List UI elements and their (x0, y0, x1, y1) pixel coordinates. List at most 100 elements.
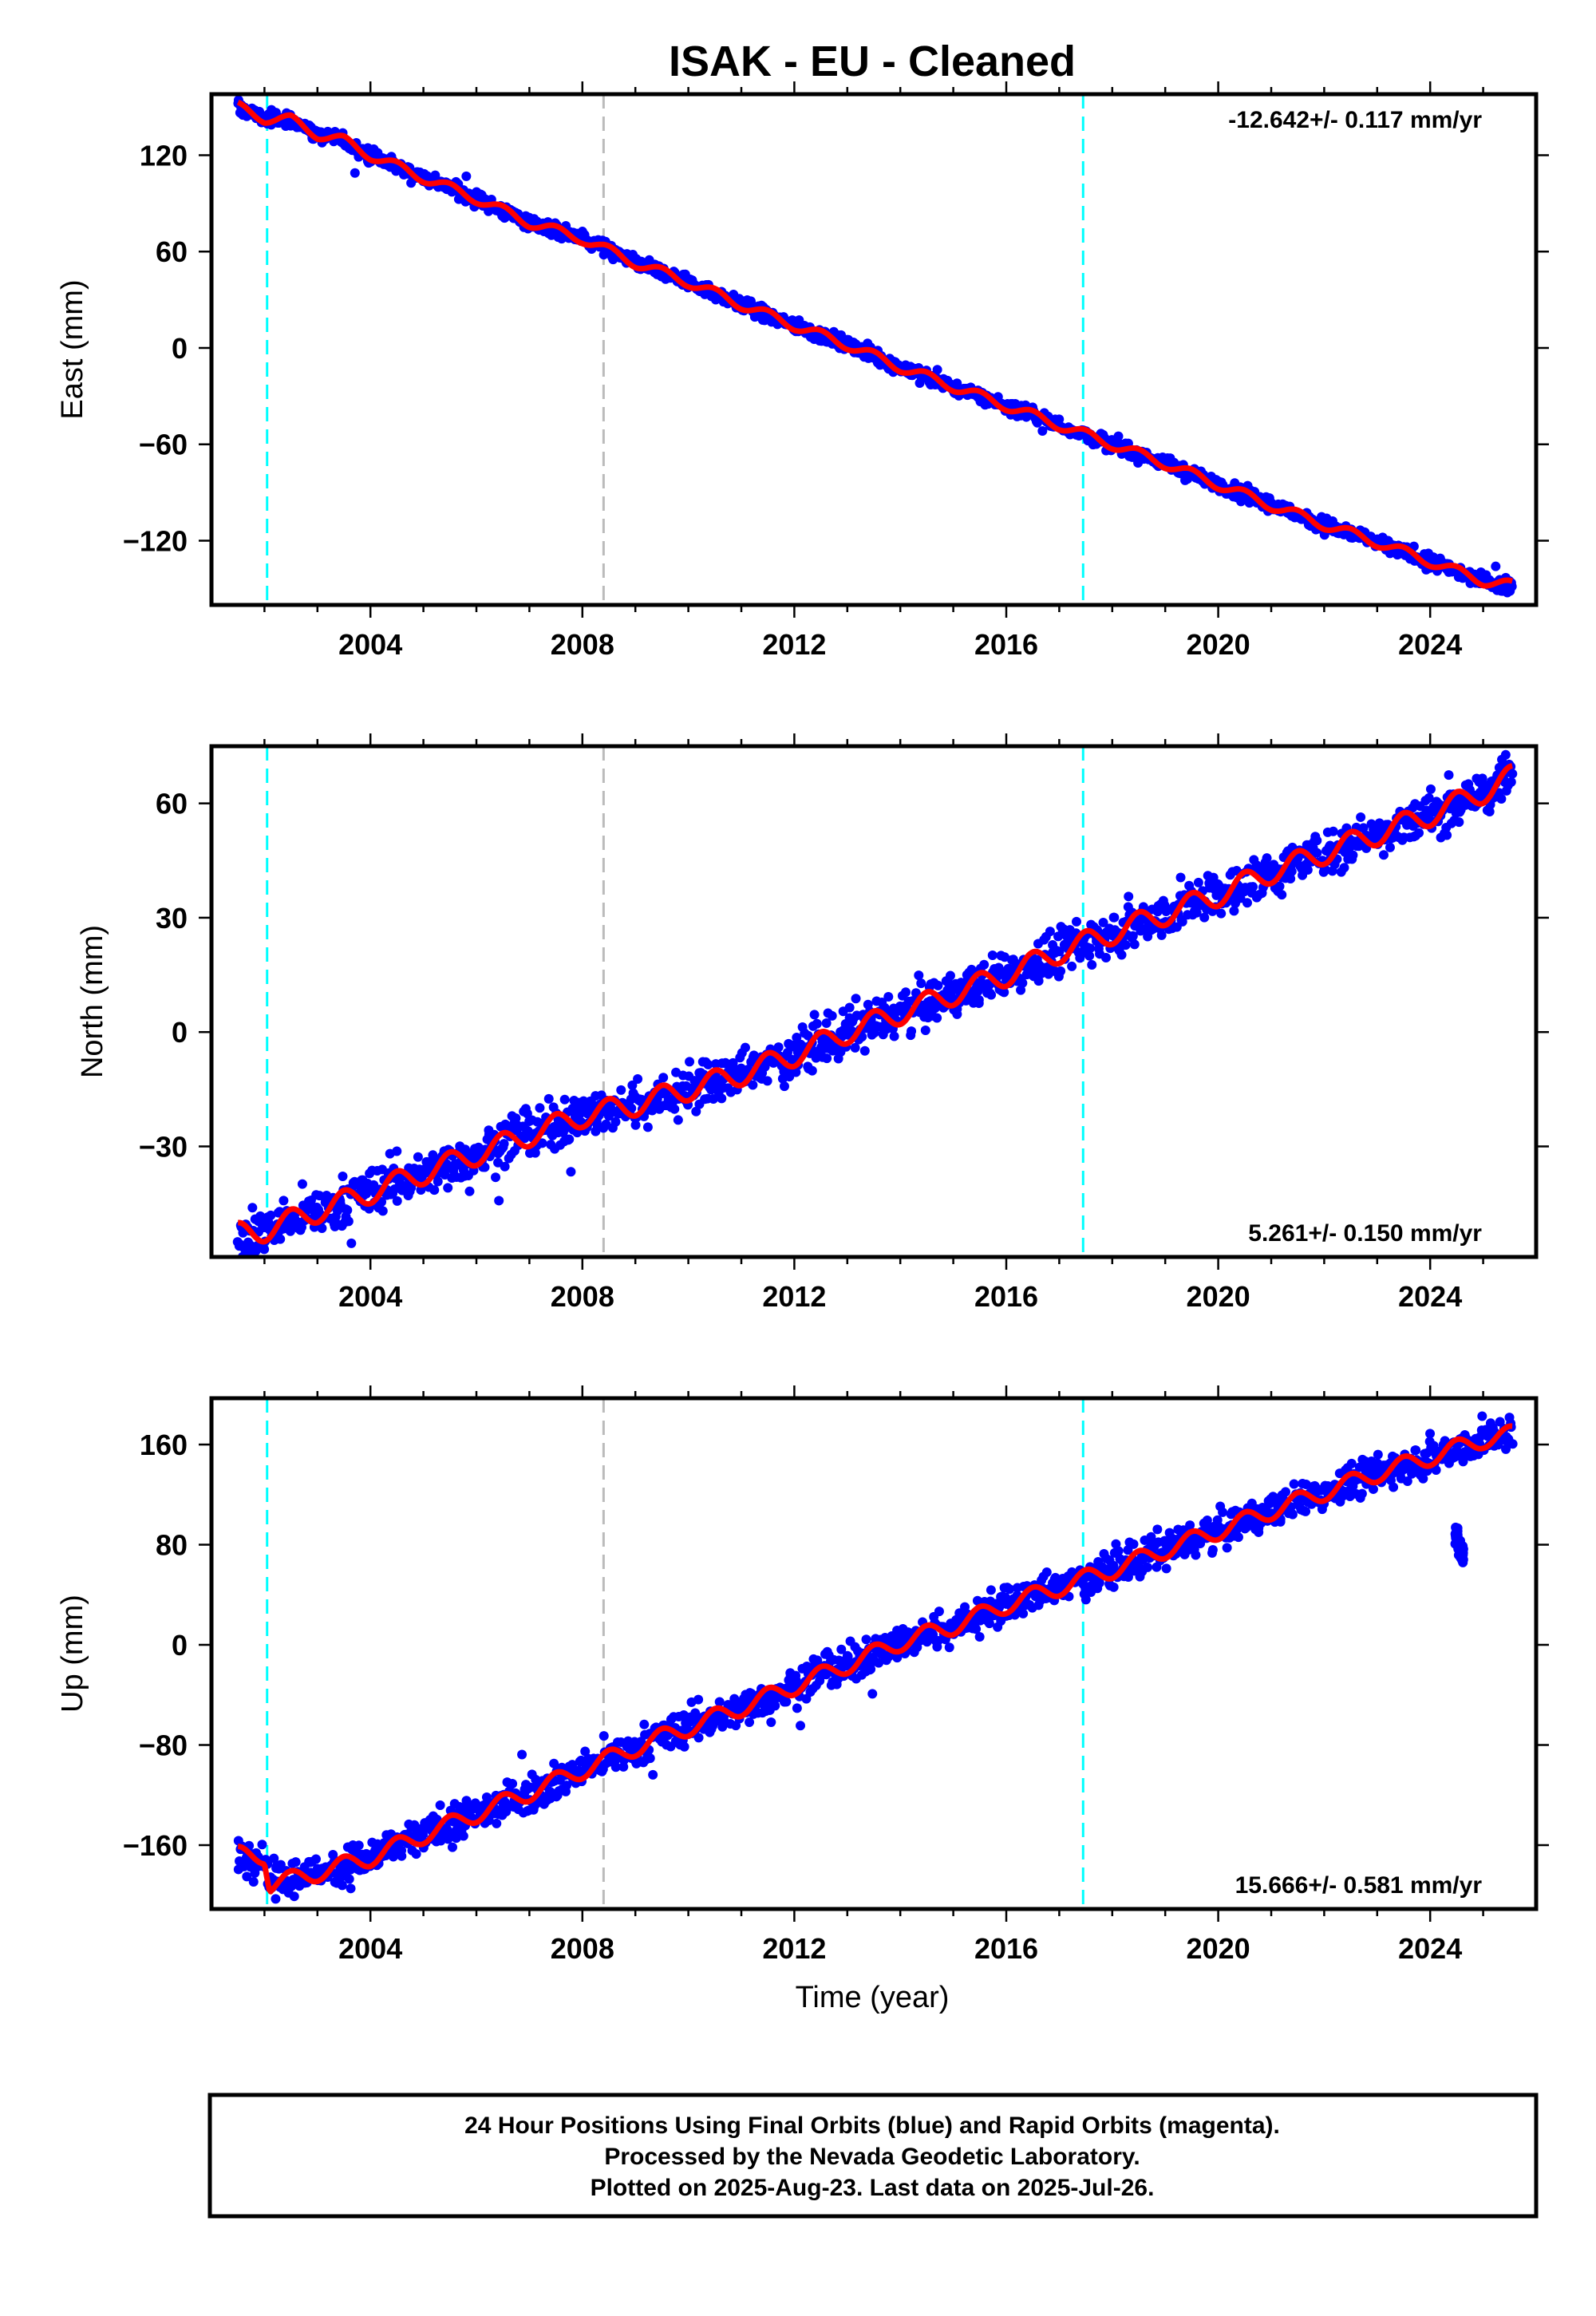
east-y-tick-label: 60 (156, 235, 188, 268)
north-data-point (433, 1176, 443, 1187)
north-data-point (500, 1161, 510, 1172)
up-data-point (1041, 1567, 1052, 1578)
north-data-point (564, 1134, 575, 1144)
east-x-tick-label: 2012 (762, 628, 826, 661)
up-data-point (679, 1741, 689, 1752)
north-data-point (464, 1186, 475, 1196)
up-data-point (1128, 1539, 1139, 1549)
up-y-tick-label: 160 (140, 1429, 188, 1461)
up-data-point (435, 1800, 445, 1811)
up-y-tick-label: 0 (172, 1629, 188, 1662)
north-data-point (685, 1057, 695, 1067)
north-data-point (630, 1120, 641, 1130)
up-y-tick-label: −80 (139, 1729, 188, 1762)
footer-line-1: 24 Hour Positions Using Final Orbits (bl… (464, 2112, 1280, 2139)
north-data-point (932, 1013, 942, 1023)
north-data-point (1193, 877, 1203, 887)
east-data-point (1054, 414, 1065, 425)
up-data-point (1233, 1532, 1243, 1543)
north-data-point (1348, 850, 1358, 860)
up-data-point (986, 1585, 996, 1595)
north-panel: 2004 2008 2012 2016 2020 2024 −30 0 30 60 North (m… (76, 733, 1549, 1313)
north-x-tick-label: 2008 (551, 1280, 614, 1313)
up-data-point (290, 1857, 301, 1867)
north-data-point (803, 1030, 813, 1041)
north-data-point (343, 1216, 354, 1227)
up-data-point (944, 1642, 954, 1653)
north-data-point (633, 1074, 643, 1085)
up-data-point (1218, 1507, 1228, 1517)
north-data-point (389, 1184, 400, 1195)
east-y-tick-label: 0 (172, 332, 188, 365)
up-y-tick-label: 80 (156, 1529, 188, 1562)
east-x-tick-label: 2024 (1398, 628, 1462, 661)
north-data-point (491, 1172, 501, 1183)
north-data-point (627, 1080, 638, 1090)
north-data-point (1124, 891, 1134, 902)
up-data-point (344, 1874, 354, 1884)
north-data-point (812, 1018, 822, 1029)
up-data-point (648, 1769, 658, 1780)
north-data-point (889, 1031, 899, 1041)
north-data-point (543, 1093, 554, 1104)
up-data-point (346, 1883, 356, 1894)
north-data-point (377, 1206, 388, 1216)
north-data-point (317, 1223, 327, 1233)
east-x-tick-label: 2016 (974, 628, 1038, 661)
north-data-point (392, 1196, 402, 1206)
north-data-point (952, 1009, 962, 1019)
up-data-point (1289, 1479, 1299, 1489)
north-data-point (494, 1196, 504, 1206)
north-data-point (266, 1210, 276, 1220)
north-data-point (616, 1085, 626, 1095)
up-data-point (411, 1849, 421, 1860)
north-data-point (1312, 836, 1322, 846)
east-y-tick-label: −120 (123, 524, 188, 557)
north-data-point (1116, 950, 1127, 960)
up-data-point (1507, 1439, 1518, 1449)
north-data-point (1056, 966, 1066, 976)
north-data-point (297, 1179, 307, 1189)
north-data-point (1085, 943, 1096, 954)
north-data-point (275, 1234, 286, 1244)
up-x-tick-label: 2020 (1187, 1932, 1250, 1965)
up-data-point (1152, 1524, 1163, 1535)
up-data-point (766, 1717, 776, 1727)
north-data-point (443, 1183, 453, 1193)
north-data-point (1328, 826, 1338, 836)
north-data-point (691, 1106, 701, 1117)
east-x-tick-label: 2008 (551, 628, 614, 661)
north-data-point (1442, 830, 1452, 840)
north-y-tick-label: 30 (156, 902, 188, 935)
north-data-point (749, 1050, 759, 1061)
north-data-point (740, 1042, 750, 1053)
up-data-point (310, 1854, 321, 1864)
north-data-point (979, 959, 990, 970)
north-data-point (703, 1059, 713, 1069)
north-data-point (413, 1152, 423, 1162)
north-data-point (499, 1139, 509, 1149)
up-data-point (792, 1703, 802, 1713)
up-data-point (517, 1749, 527, 1760)
up-data-point (1191, 1550, 1201, 1560)
east-data-point (1507, 581, 1517, 591)
north-data-point (822, 1053, 832, 1064)
footer-line-2: Processed by the Nevada Geodetic Laborat… (604, 2144, 1140, 2170)
up-data-point (1373, 1449, 1383, 1460)
up-data-point (796, 1721, 806, 1731)
up-data-point (271, 1894, 281, 1904)
north-data-point (851, 994, 861, 1004)
up-data-point (974, 1631, 985, 1642)
north-data-point (523, 1126, 533, 1136)
north-data-point (1506, 777, 1516, 787)
north-plot-area (232, 746, 1518, 1257)
up-x-tick-label: 2016 (974, 1932, 1038, 1965)
north-data-point (792, 1033, 802, 1043)
north-data-point (566, 1167, 576, 1177)
north-data-point (809, 1010, 820, 1020)
north-data-point (844, 1002, 855, 1013)
north-data-point (1277, 890, 1287, 900)
up-y-tick-label: −160 (123, 1829, 188, 1862)
footer-line-3: Plotted on 2025-Aug-23. Last data on 202… (591, 2175, 1155, 2201)
